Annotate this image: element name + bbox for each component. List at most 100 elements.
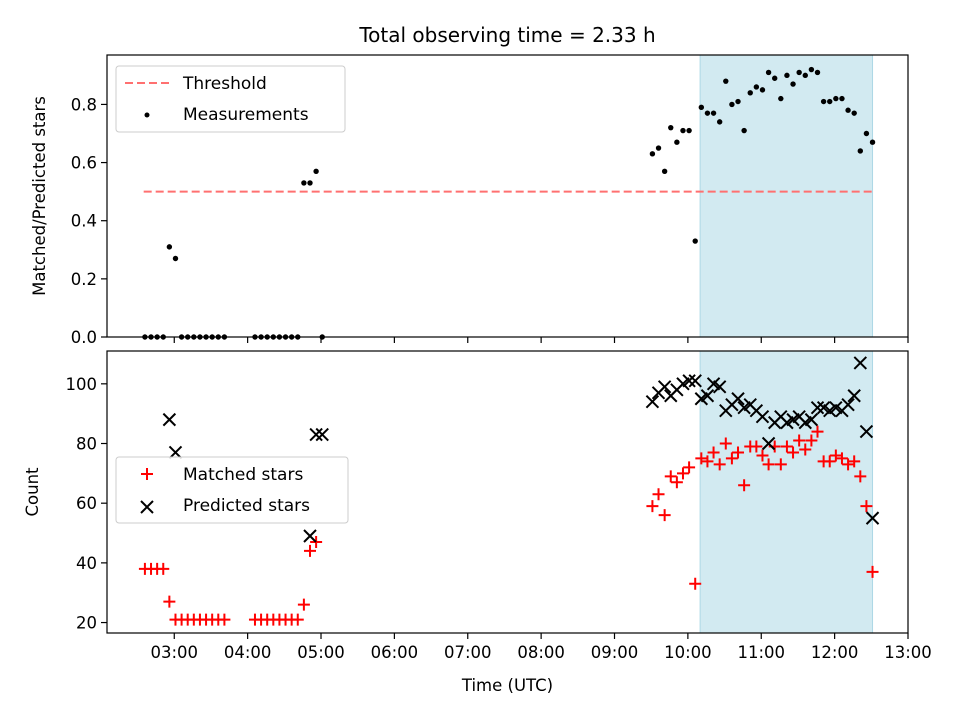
measurement-point bbox=[772, 75, 778, 81]
matched-star-point bbox=[652, 488, 665, 501]
matched-star-point bbox=[866, 565, 879, 578]
predicted-star-point bbox=[731, 392, 745, 406]
matched-star-point bbox=[707, 446, 720, 459]
matched-star-point bbox=[854, 470, 867, 483]
matched-star-point bbox=[664, 470, 677, 483]
predicted-star-point bbox=[865, 511, 880, 525]
predicted-star-point bbox=[755, 409, 770, 424]
measurement-point bbox=[759, 87, 766, 93]
x-tick-label: 12:00 bbox=[811, 643, 859, 662]
legend-measurements-label: Measurements bbox=[183, 105, 309, 125]
bottom-y-tick-label: 100 bbox=[66, 375, 98, 394]
measurement-point bbox=[753, 84, 760, 90]
predicted-star-point bbox=[847, 389, 861, 403]
measurement-point bbox=[857, 148, 864, 154]
matched-star-point bbox=[750, 440, 763, 453]
measurement-point bbox=[729, 101, 735, 108]
matched-star-point bbox=[310, 535, 323, 548]
legend-matched-label: Matched stars bbox=[183, 465, 303, 485]
matched-star-point bbox=[163, 595, 176, 608]
measurement-point bbox=[765, 69, 772, 76]
x-tick-label: 06:00 bbox=[371, 643, 419, 662]
measurement-point bbox=[778, 95, 784, 102]
matched-star-point bbox=[683, 461, 696, 474]
measurement-point bbox=[851, 110, 857, 116]
legend-measurements-swatch bbox=[144, 112, 150, 118]
measurement-point bbox=[827, 98, 833, 105]
matched-star-point bbox=[218, 613, 231, 626]
matched-star-point bbox=[848, 455, 861, 468]
matched-star-point bbox=[762, 458, 775, 471]
measurement-point bbox=[716, 119, 723, 125]
bottom-y-ticks: 20 40 60 80 100 bbox=[66, 375, 107, 633]
matched-star-point bbox=[738, 479, 751, 492]
x-tick-label: 04:00 bbox=[224, 643, 272, 662]
top-y-tick-label: 0.8 bbox=[71, 95, 97, 114]
matched-star-point bbox=[713, 458, 726, 471]
top-x-ticks bbox=[173, 337, 909, 343]
predicted-star-point bbox=[761, 436, 776, 451]
predicted-star-point bbox=[859, 424, 874, 439]
matched-star-point bbox=[646, 500, 659, 513]
bottom-y-axis-label: Count bbox=[23, 467, 42, 517]
bottom-legend-frame bbox=[115, 456, 349, 524]
measurement-point bbox=[301, 180, 307, 186]
legend-predicted-swatch bbox=[140, 500, 154, 514]
matched-star-point bbox=[725, 452, 738, 465]
matched-star-point bbox=[787, 446, 800, 459]
x-tick-label: 11:00 bbox=[737, 643, 785, 662]
measurement-point bbox=[313, 168, 319, 174]
x-tick-label: 10:00 bbox=[664, 643, 712, 662]
matched-star-point bbox=[756, 449, 769, 462]
matched-star-point bbox=[701, 455, 714, 468]
top-highlight-span bbox=[699, 54, 874, 338]
measurement-point bbox=[820, 98, 827, 105]
bottom-y-tick-label: 60 bbox=[76, 494, 97, 513]
matched-star-point bbox=[774, 458, 787, 471]
top-y-tick-label: 0.6 bbox=[71, 154, 97, 173]
x-axis-label: Time (UTC) bbox=[461, 676, 553, 695]
measurement-point bbox=[833, 95, 839, 102]
top-y-tick-label: 0.0 bbox=[71, 328, 97, 347]
predicted-star-point bbox=[309, 427, 323, 442]
matched-star-point bbox=[793, 434, 806, 447]
x-tick-label: 05:00 bbox=[297, 643, 345, 662]
legend-matched-swatch bbox=[141, 468, 153, 480]
matched-star-point bbox=[676, 467, 689, 480]
matched-star-point bbox=[732, 446, 745, 459]
predicted-star-point bbox=[682, 374, 696, 388]
bottom-x-ticks: 03:00 04:00 05:00 06:00 07:00 08:00 09:00 10:00… bbox=[150, 633, 932, 662]
matched-star-point bbox=[658, 509, 671, 522]
predicted-star-point bbox=[657, 380, 672, 394]
measurement-point bbox=[704, 110, 711, 116]
top-legend: Threshold Measurements bbox=[115, 65, 346, 133]
top-panel: 0.00.20.40.60.8 Matched/Predicted stars … bbox=[30, 54, 909, 347]
predicted-star-point bbox=[645, 395, 660, 409]
measurement-point bbox=[710, 110, 717, 116]
predicted-star-point bbox=[162, 412, 177, 427]
bottom-y-tick-label: 80 bbox=[76, 435, 97, 454]
bottom-plot-frame bbox=[106, 350, 909, 634]
top-y-ticks: 0.0 0.2 0.4 0.6 0.8 bbox=[71, 95, 107, 347]
matched-star-point bbox=[860, 500, 873, 513]
matched-star-point bbox=[823, 455, 836, 468]
measurement-point bbox=[680, 127, 686, 134]
measurement-point bbox=[649, 151, 656, 157]
measurement-point bbox=[692, 238, 698, 244]
matched-star-point bbox=[297, 598, 310, 611]
predicted-star-point bbox=[168, 445, 183, 460]
predicted-star-point bbox=[688, 374, 702, 388]
measurement-point bbox=[845, 107, 851, 113]
x-tick-label: 07:00 bbox=[444, 643, 492, 662]
measurement-point bbox=[814, 69, 821, 76]
matched-star-point bbox=[805, 434, 818, 447]
bottom-y-tick-label: 20 bbox=[76, 614, 97, 633]
predicted-star-point bbox=[700, 389, 715, 403]
measurement-point bbox=[741, 127, 747, 134]
predicted-star-point bbox=[804, 412, 819, 427]
matched-star-point bbox=[811, 425, 824, 438]
matched-star-point bbox=[689, 577, 702, 590]
measurement-point bbox=[869, 139, 876, 145]
measurement-point bbox=[863, 130, 870, 137]
